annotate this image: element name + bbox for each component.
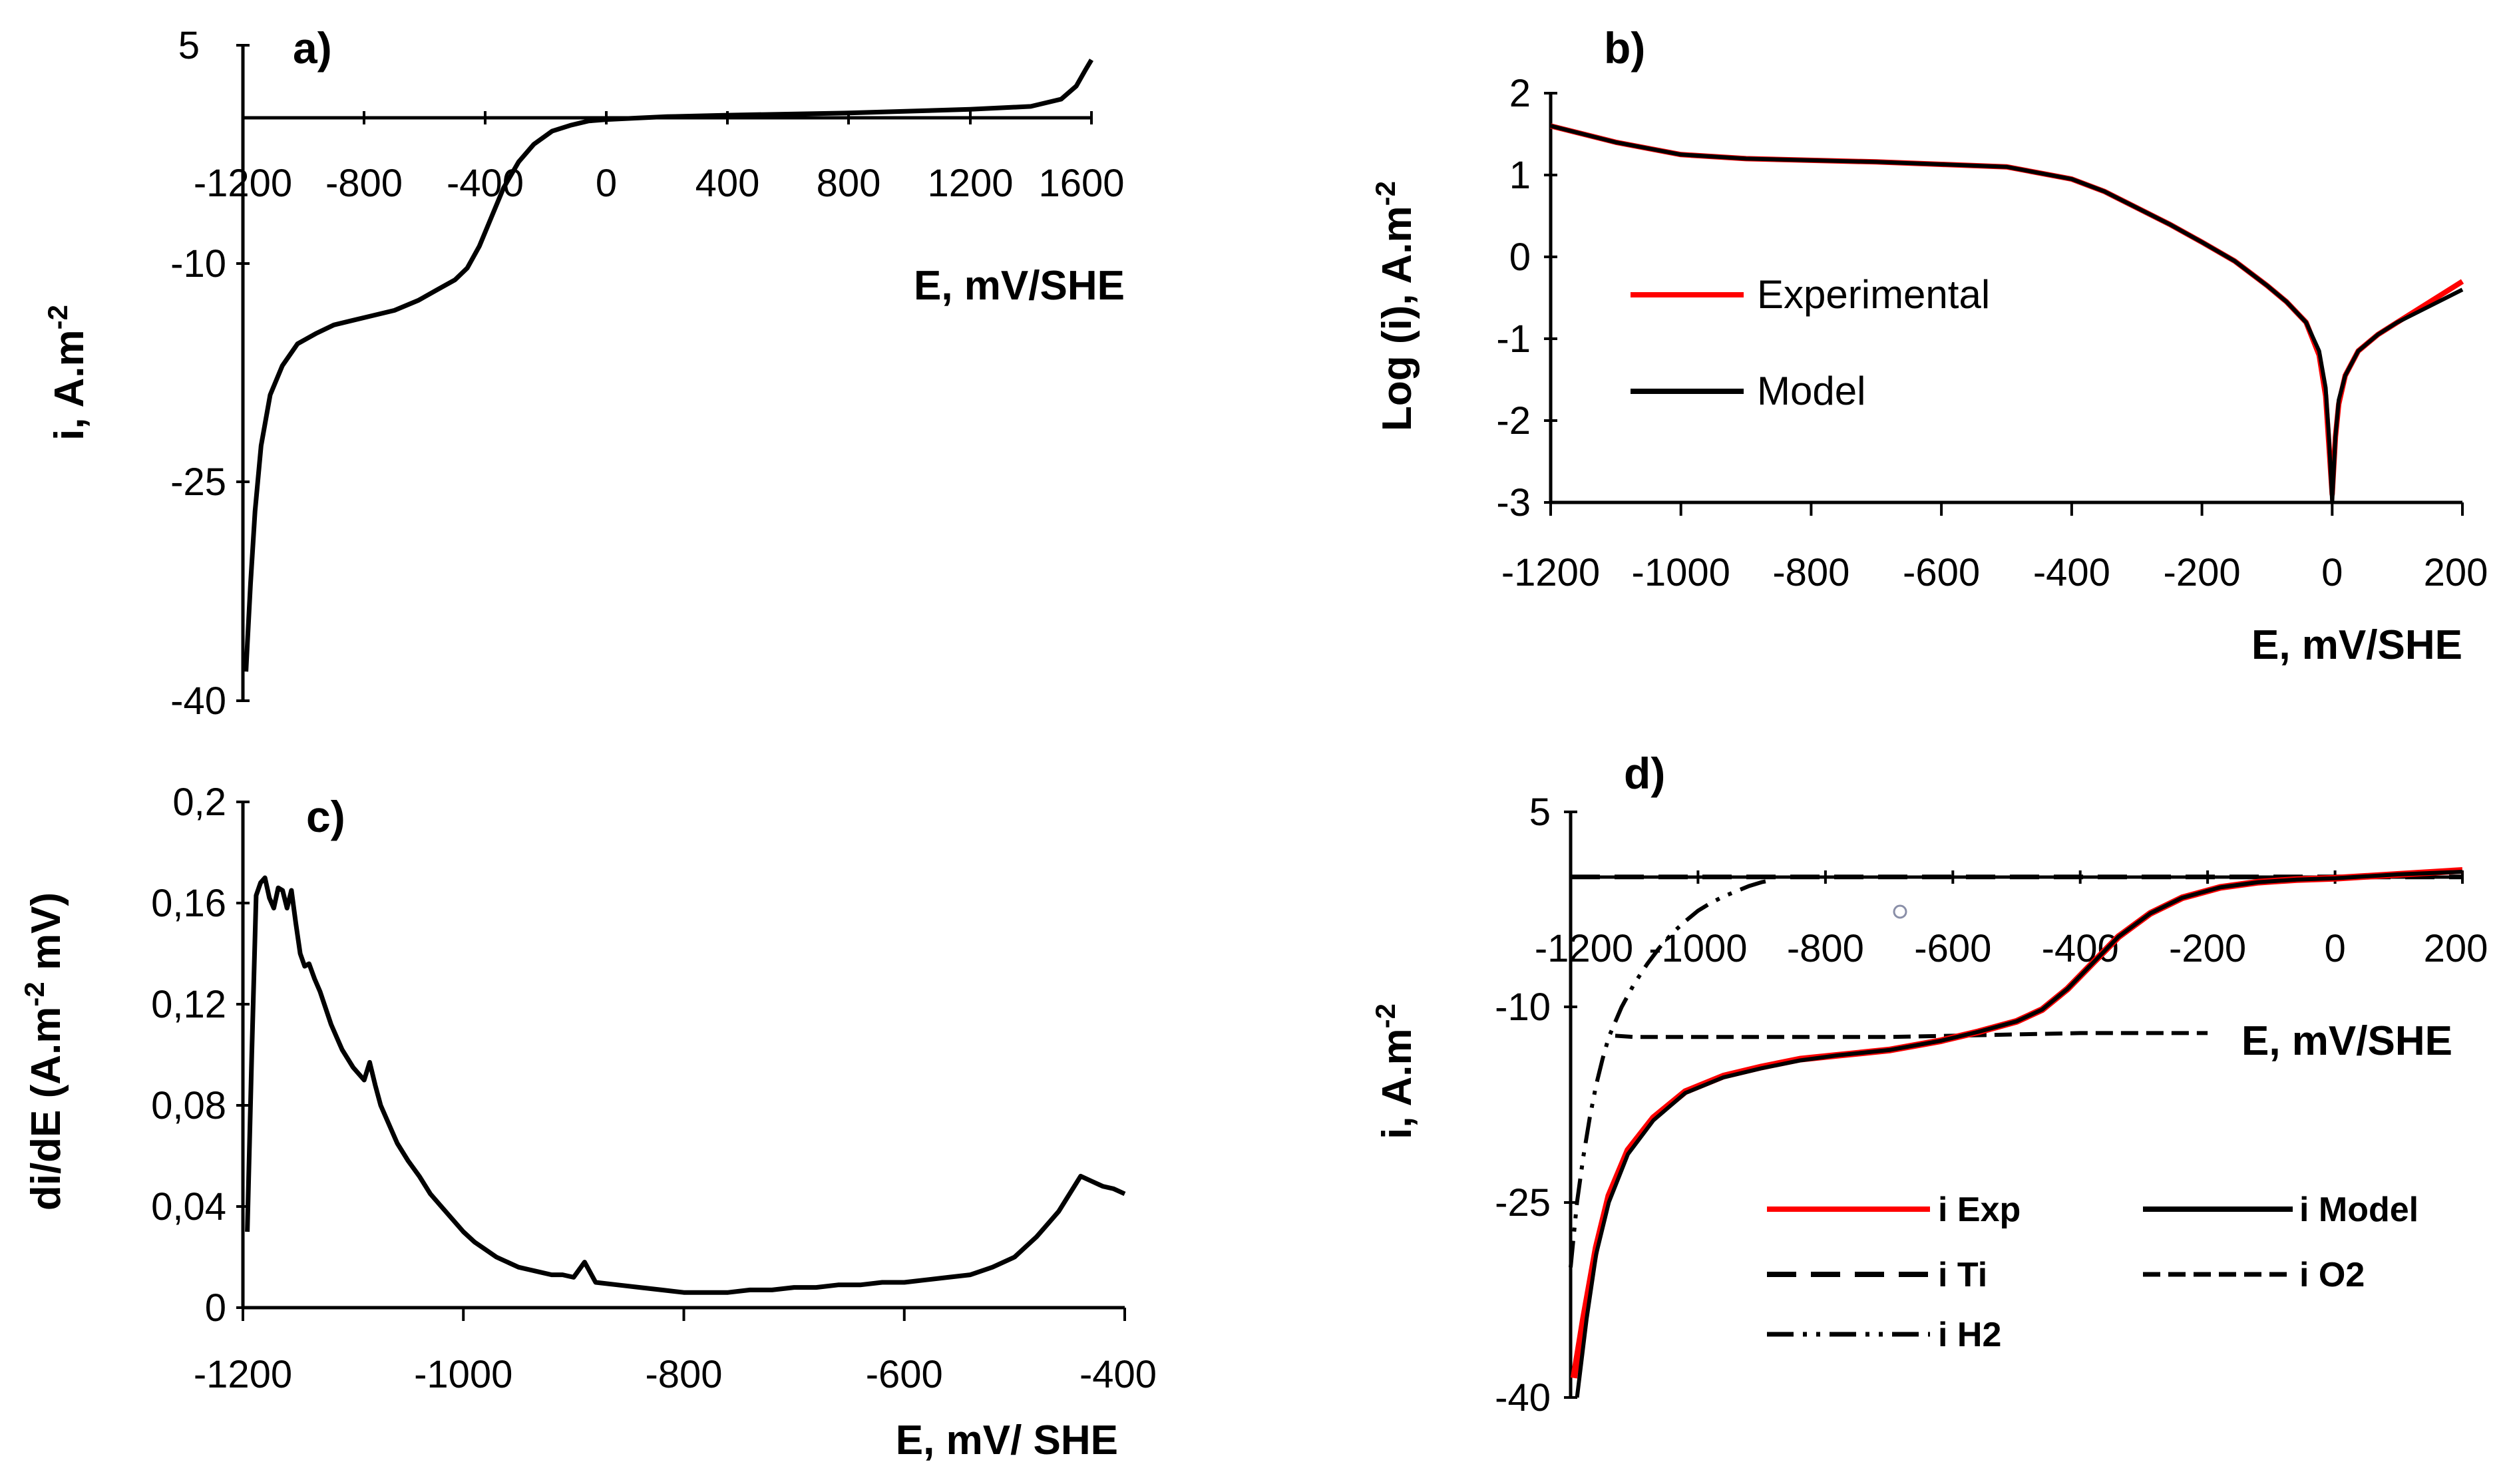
y-tick-label: 0 <box>1509 236 1531 279</box>
panel-c-series-didE <box>245 875 1126 1295</box>
panel-b-x-axis-label: E, mV/SHE <box>2251 622 2462 668</box>
y-tick-label: -25 <box>1495 1181 1551 1224</box>
panel-d-y-ticks <box>1564 811 1577 1399</box>
panel-b-y-axis-label: Log (i), A.m-2 <box>1370 181 1420 431</box>
y-tick-label: 0,04 <box>151 1185 226 1228</box>
y-tick-label: 2 <box>1509 72 1531 115</box>
panel-c-x-tick-labels: -1200 -1000 -800 -600 -400 <box>194 1353 1157 1396</box>
panel-b-y-tick-labels: 2 1 0 -1 -2 -3 <box>1496 72 1531 524</box>
x-tick-label: 800 <box>817 162 881 205</box>
y-tick-label: 5 <box>178 24 200 67</box>
y-tick-label: 1 <box>1509 154 1531 197</box>
x-tick-label: -200 <box>2164 551 2241 594</box>
legend-label-iH2: i H2 <box>1938 1316 2001 1354</box>
panel-b-series-experimental <box>1550 123 2464 497</box>
y-tick-label: 0,12 <box>151 983 226 1026</box>
x-tick-label: -600 <box>866 1353 943 1396</box>
stray-marker <box>1893 904 1907 919</box>
panel-a-x-tick-labels: -1200 -800 -400 0 400 800 1200 1600 <box>194 162 1125 205</box>
y-tick-label: -25 <box>170 461 226 504</box>
y-tick-label: -10 <box>1495 986 1551 1029</box>
panel-a: a) -1200 -800 -400 0 400 800 1200 <box>42 23 1125 723</box>
x-tick-label: -400 <box>447 162 524 205</box>
panel-b-label: b) <box>1604 23 1645 73</box>
panel-d-label: d) <box>1624 749 1665 798</box>
panel-c-y-tick-labels: 0,2 0,16 0,12 0,08 0,04 0 <box>151 781 226 1330</box>
x-tick-label: -1000 <box>1632 551 1730 594</box>
panel-c-y-ticks <box>236 801 250 1309</box>
panel-a-y-ticks <box>236 44 250 702</box>
panel-d-x-tick-labels: -1200 -1000 -800 -600 -400 -200 0 200 <box>1535 927 2488 970</box>
x-tick-label: 200 <box>2424 551 2488 594</box>
panel-d: d) -1200 -1000 -800 -600 -400 -200 0 <box>1370 749 2488 1419</box>
y-tick-label: 0,16 <box>151 882 226 925</box>
panel-c-x-axis-label: E, mV/ SHE <box>896 1417 1118 1463</box>
panel-b-x-ticks <box>1549 502 2464 516</box>
legend-label-iO2: i O2 <box>2299 1256 2365 1294</box>
x-tick-label: -800 <box>1787 927 1864 970</box>
panel-a-x-axis-label: E, mV/SHE <box>914 263 1125 309</box>
y-tick-label: -40 <box>170 679 226 723</box>
y-tick-label: 0,08 <box>151 1084 226 1127</box>
legend-label-iTi: i Ti <box>1938 1256 1987 1294</box>
panel-c: c) -1200 -1000 -800 -600 -400 0,2 0, <box>19 781 1157 1463</box>
panel-a-y-axis-label: i, A.m-2 <box>42 305 93 441</box>
x-tick-label: -800 <box>1772 551 1849 594</box>
panel-b-series-model <box>1550 124 2464 504</box>
x-tick-label: -1000 <box>1648 927 1747 970</box>
panel-d-y-axis-label: i, A.m-2 <box>1370 1004 1420 1139</box>
panel-a-series-i <box>244 59 1094 672</box>
x-tick-label: -1000 <box>414 1353 512 1396</box>
x-tick-label: -1200 <box>194 162 292 205</box>
y-tick-label: 0,2 <box>172 781 226 824</box>
panel-c-y-axis-label: di/dE (A.m-2 mV) <box>19 892 69 1210</box>
legend-label-model: Model <box>1757 369 1865 413</box>
x-tick-label: -1200 <box>194 1353 292 1396</box>
x-tick-label: -800 <box>325 162 403 205</box>
panel-b-y-ticks <box>1544 92 1557 504</box>
legend-label-iExp: i Exp <box>1938 1191 2021 1229</box>
y-tick-label: 5 <box>1529 791 1551 834</box>
panel-d-series-iModel <box>1575 870 2463 1398</box>
y-tick-label: -3 <box>1496 481 1531 524</box>
x-tick-label: 1200 <box>927 162 1013 205</box>
x-tick-label: 0 <box>596 162 617 205</box>
panel-d-legend: i Exp i Model i Ti i O2 i H2 <box>1767 1191 2418 1354</box>
x-tick-label: 200 <box>2424 927 2488 970</box>
x-tick-label: -600 <box>1903 551 1980 594</box>
panel-d-y-tick-labels: 5 -10 -25 -40 <box>1495 791 1551 1419</box>
panel-b: b) -1200 -1000 -800 -600 -400 - <box>1370 23 2488 668</box>
x-tick-label: 0 <box>2324 927 2345 970</box>
x-tick-label: 400 <box>695 162 760 205</box>
y-tick-label: -40 <box>1495 1376 1551 1419</box>
x-tick-label: -1200 <box>1501 551 1600 594</box>
x-tick-label: -1200 <box>1535 927 1633 970</box>
panel-b-x-tick-labels: -1200 -1000 -800 -600 -400 -200 0 200 <box>1501 551 2488 594</box>
panel-c-label: c) <box>306 792 345 841</box>
x-tick-label: -600 <box>1914 927 1991 970</box>
x-tick-label: -800 <box>645 1353 722 1396</box>
panel-d-series-iO2 <box>1615 1031 2208 1039</box>
legend-label-experimental: Experimental <box>1757 272 1990 317</box>
panel-c-x-ticks <box>242 1308 1126 1321</box>
x-tick-label: -400 <box>1079 1353 1157 1396</box>
x-tick-label: 1600 <box>1038 162 1124 205</box>
y-tick-label: -2 <box>1496 399 1531 443</box>
panel-d-x-axis-label: E, mV/SHE <box>2241 1018 2452 1064</box>
panel-d-series-iH2 <box>1569 877 1775 1268</box>
panel-b-legend: Experimental Model <box>1631 272 1990 413</box>
panel-a-y-tick-labels: 5 -10 -25 -40 <box>170 24 226 723</box>
y-tick-label: 0 <box>205 1286 226 1330</box>
legend-label-iModel: i Model <box>2299 1191 2418 1229</box>
x-tick-label: 0 <box>2321 551 2343 594</box>
x-tick-label: -200 <box>2169 927 2246 970</box>
panel-a-label: a) <box>293 23 332 73</box>
y-tick-label: -1 <box>1496 317 1531 361</box>
x-tick-label: -400 <box>2033 551 2110 594</box>
y-tick-label: -10 <box>170 242 226 285</box>
